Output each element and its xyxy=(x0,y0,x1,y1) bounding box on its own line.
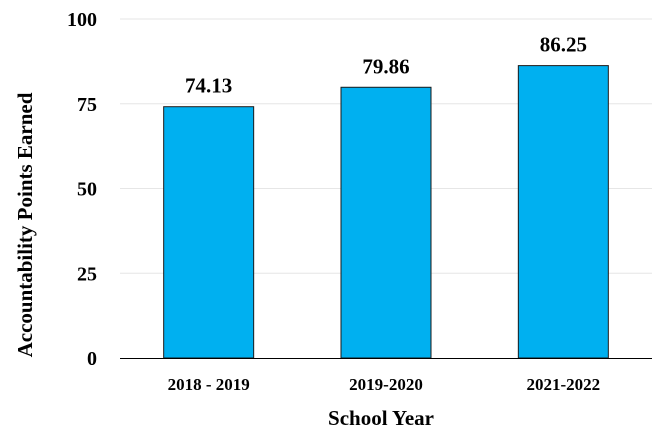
data-label: 86.25 xyxy=(540,33,587,57)
y-tick-label: 25 xyxy=(77,263,97,285)
bar xyxy=(340,86,432,359)
y-axis-title: Accountability Points Earned xyxy=(13,92,37,357)
data-label: 74.13 xyxy=(185,74,232,98)
x-tick-label: 2021-2022 xyxy=(526,375,600,394)
x-tick-label: 2019-2020 xyxy=(349,375,423,394)
bar xyxy=(163,106,255,359)
x-axis-title: School Year xyxy=(328,406,434,430)
x-tick-labels: 2018 - 2019 2019-2020 2021-2022 xyxy=(168,375,601,394)
y-tick-label: 50 xyxy=(77,179,97,201)
x-tick-label: 2018 - 2019 xyxy=(168,375,250,394)
y-tick-label: 100 xyxy=(67,9,97,31)
bars xyxy=(163,65,609,359)
y-tick-label: 75 xyxy=(77,94,97,116)
y-tick-label: 0 xyxy=(87,348,97,370)
data-label: 79.86 xyxy=(362,54,409,78)
bar xyxy=(517,65,609,359)
y-tick-labels: 0 25 50 75 100 xyxy=(67,9,97,370)
data-labels: 74.13 79.86 86.25 xyxy=(185,33,587,98)
